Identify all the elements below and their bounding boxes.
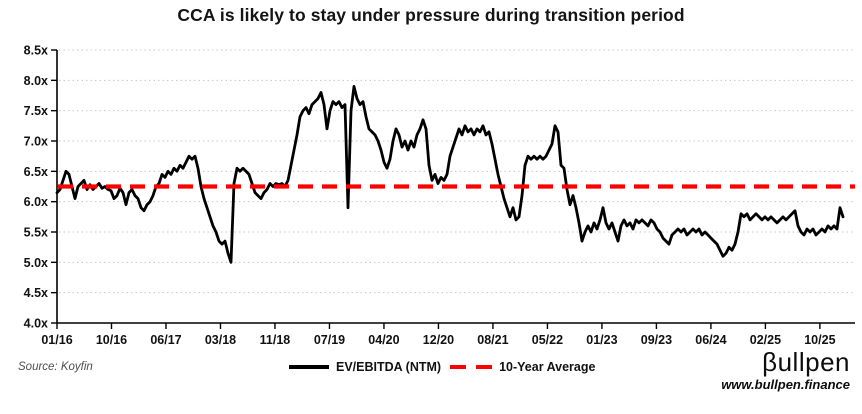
- series-legend-label: EV/EBITDA (NTM): [336, 360, 442, 374]
- x-tick-label: 06/24: [695, 333, 726, 347]
- legend: EV/EBITDA (NTM) 10-Year Average: [289, 359, 595, 375]
- x-tick-label: 10/25: [804, 333, 835, 347]
- x-tick-label: 01/23: [586, 333, 617, 347]
- series-line-swatch-icon: [289, 365, 329, 369]
- y-tick-label: 8.0x: [24, 74, 48, 88]
- legend-item-average: 10-Year Average: [450, 360, 595, 374]
- y-tick-label: 8.5x: [24, 44, 48, 58]
- x-tick-label: 06/17: [150, 333, 181, 347]
- x-tick-label: 11/18: [260, 333, 291, 347]
- x-tick-label: 07/19: [314, 333, 345, 347]
- x-tick-label: 08/21: [477, 333, 508, 347]
- x-tick-label: 02/25: [750, 333, 781, 347]
- website-url: www.bullpen.finance: [721, 377, 850, 392]
- x-tick-label: 05/22: [532, 333, 563, 347]
- bullpen-logo: βullpen: [762, 347, 850, 377]
- x-tick-label: 10/16: [96, 333, 127, 347]
- y-tick-label: 6.0x: [24, 195, 48, 209]
- y-tick-label: 7.0x: [24, 135, 48, 149]
- chart-title: CCA is likely to stay under pressure dur…: [177, 5, 685, 25]
- x-tick-label: 03/18: [205, 333, 236, 347]
- y-tick-label: 4.5x: [24, 286, 48, 300]
- branding-block: βullpen www.bullpen.finance: [721, 349, 850, 391]
- plot-area: 8.5x 8.0x 7.5x 7.0x 6.5x 6.0x 5.5x 5.0x 4.5x 4.0x…: [24, 44, 855, 347]
- y-tick-label: 4.0x: [24, 317, 48, 331]
- average-dash-swatch-icon: [450, 364, 493, 370]
- evebitda-series-line: [55, 85, 845, 264]
- legend-item-series: EV/EBITDA (NTM): [289, 360, 441, 374]
- y-tick-label: 7.5x: [24, 104, 48, 118]
- y-tick-label: 6.5x: [24, 165, 48, 179]
- y-tick-label: 5.5x: [24, 226, 48, 240]
- x-tick-label: 09/23: [641, 333, 672, 347]
- x-tick-label: 12/20: [423, 333, 454, 347]
- y-tick-label: 5.0x: [24, 256, 48, 270]
- x-tick-label: 04/20: [368, 333, 399, 347]
- average-legend-label: 10-Year Average: [499, 360, 596, 374]
- source-note: Source: Koyfin: [18, 361, 93, 373]
- x-tick-label: 01/16: [41, 333, 72, 347]
- evebitda-line-chart: 8.5x 8.0x 7.5x 7.0x 6.5x 6.0x 5.5x 5.0x 4.5x 4.0x…: [24, 44, 855, 347]
